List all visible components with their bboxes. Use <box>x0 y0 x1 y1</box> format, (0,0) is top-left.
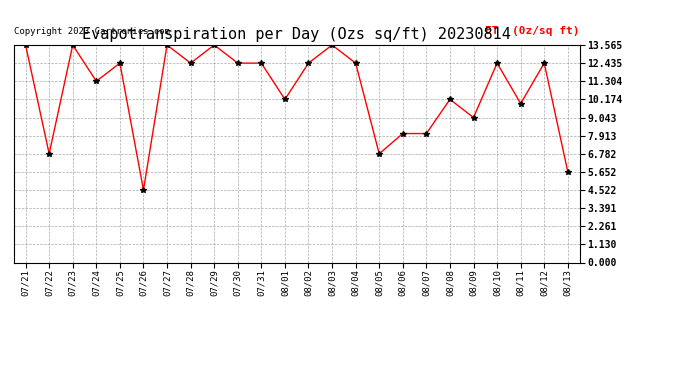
Text: ET  (0z/sq ft): ET (0z/sq ft) <box>485 26 580 36</box>
Title: Evapotranspiration per Day (Ozs sq/ft) 20230814: Evapotranspiration per Day (Ozs sq/ft) 2… <box>82 27 511 42</box>
Text: Copyright 2023 Cartronics.com: Copyright 2023 Cartronics.com <box>14 27 170 36</box>
